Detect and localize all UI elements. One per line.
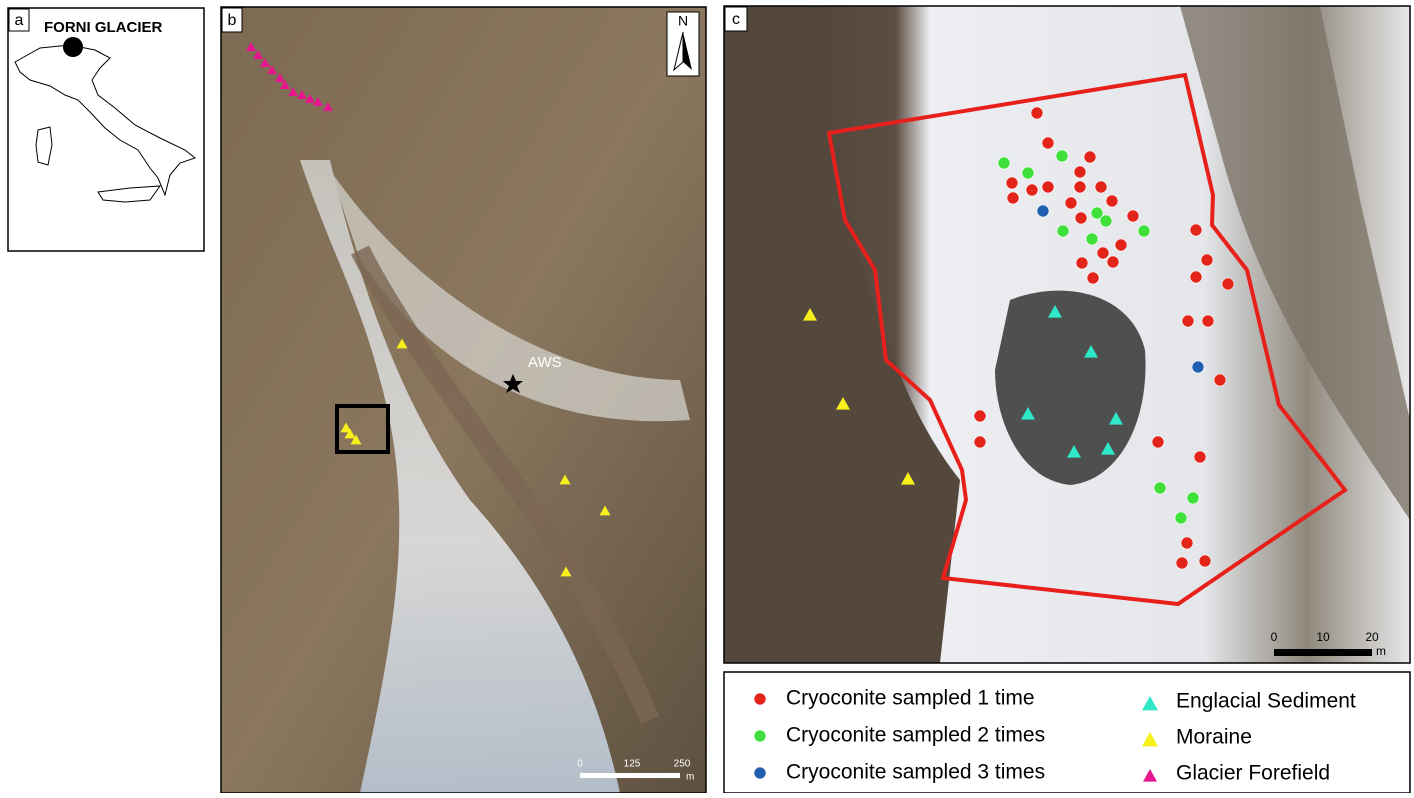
sample-dot [1042,181,1054,193]
scale-unit: m [686,772,694,783]
panel-b: b N AWS 0 125 250 m [221,7,706,793]
legend-label: Cryoconite sampled 3 times [786,761,1045,784]
figure: a FORNI GLACIER b N AWS 0 125 250 m [0,0,1414,793]
sample-dot [1065,197,1077,209]
sample-dot [1190,271,1202,283]
legend-label: Cryoconite sampled 1 time [786,687,1035,710]
sample-dot [1115,239,1127,251]
sample-dot [998,157,1010,169]
sample-dot [1201,254,1213,266]
aws-label: AWS [528,354,562,371]
sample-dot [1007,192,1019,204]
sample-dot [1074,166,1086,178]
sample-dot [1176,557,1188,569]
sample-dot [1152,436,1164,448]
scale-label: 250 [674,759,691,770]
sample-dot [1084,151,1096,163]
sample-dot [1214,374,1226,386]
map-title: FORNI GLACIER [44,19,162,36]
sample-dot [1222,278,1234,290]
panel-c: c 0 10 20 m [724,6,1410,663]
sample-dot [1181,537,1193,549]
scale-bar [580,773,680,778]
sample-dot [1107,256,1119,268]
sample-dot [1182,315,1194,327]
panel-label: b [228,12,237,29]
sample-dot [1057,225,1069,237]
sample-dot [1100,215,1112,227]
sample-dot [1022,167,1034,179]
scale-label: 125 [624,759,641,770]
sample-dot [1127,210,1139,222]
panel-a: a FORNI GLACIER [8,8,204,251]
sample-dot [1199,555,1211,567]
panel-label: c [732,11,740,28]
sample-dot [1192,361,1204,373]
legend: Cryoconite sampled 1 time Cryoconite sam… [724,672,1410,793]
sample-dot [1075,212,1087,224]
sample-dot [1154,482,1166,494]
sample-dot [1190,224,1202,236]
sample-dot [1187,492,1199,504]
legend-label: Cryoconite sampled 2 times [786,724,1045,747]
sample-dot [1202,315,1214,327]
sample-dot [1074,181,1086,193]
sample-dot [1097,247,1109,259]
sample-dot [1087,272,1099,284]
legend-label: Glacier Forefield [1176,762,1330,785]
sample-dot [1026,184,1038,196]
sample-dot [1031,107,1043,119]
sample-dot [754,767,766,779]
north-label: N [678,13,688,29]
sample-dot [1106,195,1118,207]
scale-unit: m [1376,644,1386,658]
scale-bar [1274,649,1372,656]
sample-dot [754,730,766,742]
sample-dot [1076,257,1088,269]
scale-label: 20 [1365,630,1379,644]
sample-dot [1175,512,1187,524]
sample-dot [1095,181,1107,193]
location-dot [63,37,83,57]
sample-dot [1138,225,1150,237]
sardinia-outline [36,127,52,165]
sample-dot [1194,451,1206,463]
page: a FORNI GLACIER b N AWS 0 125 250 m [0,0,1414,798]
sample-dot [974,410,986,422]
scale-label: 10 [1316,630,1330,644]
sample-dot [754,693,766,705]
sample-dot [1037,205,1049,217]
legend-label: Moraine [1176,726,1252,749]
sample-dot [974,436,986,448]
sample-dot [1086,233,1098,245]
panel-label: a [15,12,24,29]
sample-dot [1042,137,1054,149]
legend-label: Englacial Sediment [1176,690,1356,713]
sample-dot [1056,150,1068,162]
sample-dot [1006,177,1018,189]
panel-frame [8,8,204,251]
scale-label: 0 [1271,630,1278,644]
scale-label: 0 [577,759,583,770]
